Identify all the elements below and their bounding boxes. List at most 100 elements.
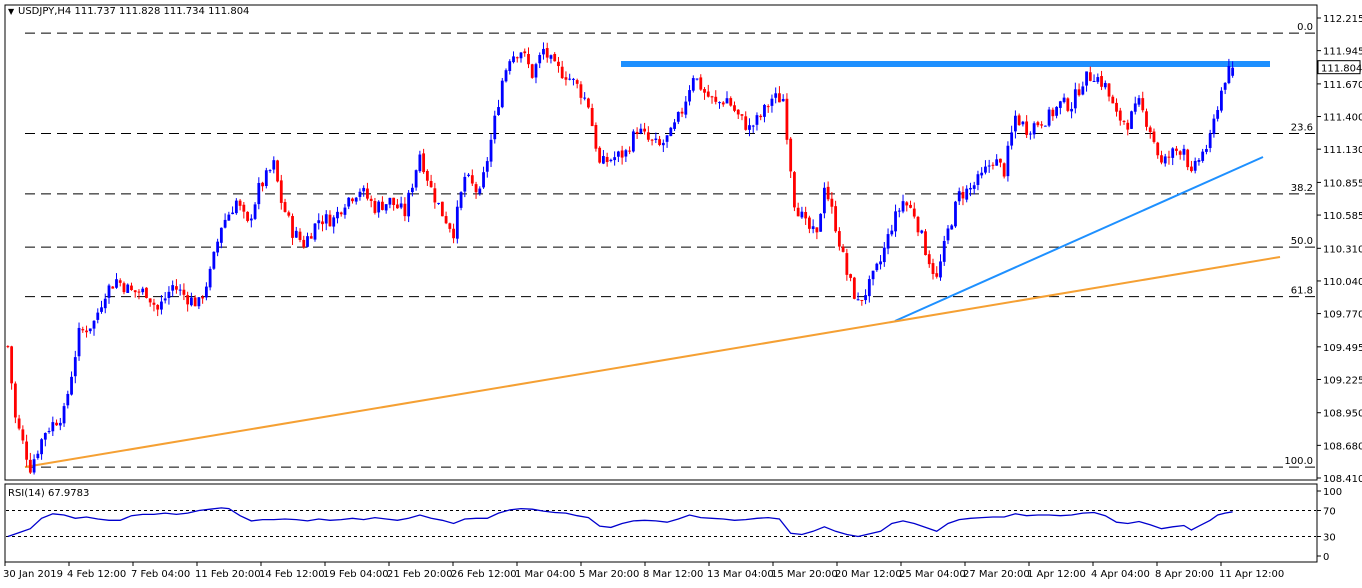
candle-body [1092, 81, 1096, 83]
candle-body [171, 285, 175, 291]
candle-body [557, 61, 560, 67]
time-tick-label: 11 Apr 12:00 [1219, 569, 1284, 580]
candle [583, 92, 587, 101]
candle [10, 345, 14, 390]
candle [886, 228, 890, 255]
time-tick-label: 15 Mar 20:00 [771, 569, 838, 580]
trendlines[interactable] [24, 61, 1281, 468]
candle-body [676, 112, 680, 122]
candle [204, 282, 208, 301]
candle [403, 197, 407, 222]
symbol-dropdown-icon[interactable]: ▼ [8, 7, 15, 16]
candle [927, 250, 931, 268]
candle-body [939, 261, 942, 278]
candle [875, 262, 879, 272]
candle-body [249, 218, 253, 221]
candle-body [1107, 83, 1111, 97]
candle [133, 290, 137, 298]
candle-body [77, 327, 81, 357]
candle-body [845, 253, 849, 275]
candle-body [1062, 97, 1066, 103]
candle-body [182, 289, 186, 295]
price-tick-label: 109.770 [1323, 310, 1362, 321]
candle-body [130, 285, 133, 291]
candle-body [875, 263, 879, 271]
candle [43, 432, 47, 447]
candle [778, 86, 781, 103]
rsi-tick-label: 30 [1323, 533, 1336, 544]
candle [755, 112, 759, 131]
candle-body [882, 247, 886, 263]
candle [264, 167, 268, 189]
candle [1137, 95, 1141, 107]
candle-body [553, 54, 557, 62]
candle [1047, 106, 1051, 128]
candle-body [474, 184, 478, 193]
candle [313, 222, 317, 242]
candle-body [321, 221, 324, 225]
candle [115, 273, 118, 289]
candle [500, 77, 504, 109]
candle-body [291, 216, 294, 238]
candle [485, 157, 489, 178]
candle-body [309, 236, 313, 239]
candle-body [605, 156, 609, 163]
candle-body [800, 211, 804, 218]
candle [66, 390, 70, 409]
candle-body [549, 55, 553, 59]
candle-body [699, 77, 703, 90]
time-tick-label: 13 Mar 04:00 [707, 569, 774, 580]
candle [751, 124, 755, 133]
candle-body [141, 288, 145, 293]
candle-body [976, 174, 980, 185]
candle-body [1010, 132, 1014, 146]
fib-label-61.8: 61.8 [1291, 286, 1313, 297]
candle [1223, 82, 1227, 95]
candle [538, 52, 542, 69]
candle [309, 232, 313, 239]
candle-body [410, 187, 414, 193]
candle [1175, 146, 1178, 156]
candle [279, 174, 283, 210]
candle [186, 291, 190, 312]
candle-body [1220, 90, 1223, 111]
candle-body [272, 160, 276, 170]
candle-body [43, 433, 47, 440]
candle [1017, 113, 1021, 126]
candle [602, 150, 605, 165]
candle [347, 197, 351, 210]
candle-body [1040, 124, 1044, 126]
candle [283, 198, 287, 213]
candle [354, 196, 358, 205]
candle [377, 200, 381, 218]
candle-body [231, 212, 234, 215]
current-price-box [1317, 60, 1361, 75]
candle-body [313, 223, 317, 240]
candle-body [1122, 120, 1126, 122]
candle [126, 283, 130, 293]
candle-body [264, 170, 268, 187]
candle [984, 160, 987, 175]
candle-body [156, 304, 160, 310]
candle-body [1201, 151, 1205, 161]
candle [261, 181, 264, 192]
candle [216, 238, 220, 257]
candle-body [103, 298, 107, 309]
candle-body [377, 201, 381, 213]
price-tick-label: 111.945 [1323, 47, 1362, 58]
candle [793, 170, 796, 212]
candle-body [987, 165, 991, 167]
candle-body [1021, 121, 1025, 125]
candle-body [276, 160, 279, 182]
candle [339, 211, 343, 217]
candle [808, 215, 811, 234]
candle [36, 450, 40, 460]
candle-body [73, 357, 77, 377]
candle [557, 56, 560, 73]
candle [972, 181, 976, 195]
candle-body [583, 97, 587, 99]
price-tick-label: 108.680 [1323, 441, 1362, 452]
candle [598, 146, 602, 164]
